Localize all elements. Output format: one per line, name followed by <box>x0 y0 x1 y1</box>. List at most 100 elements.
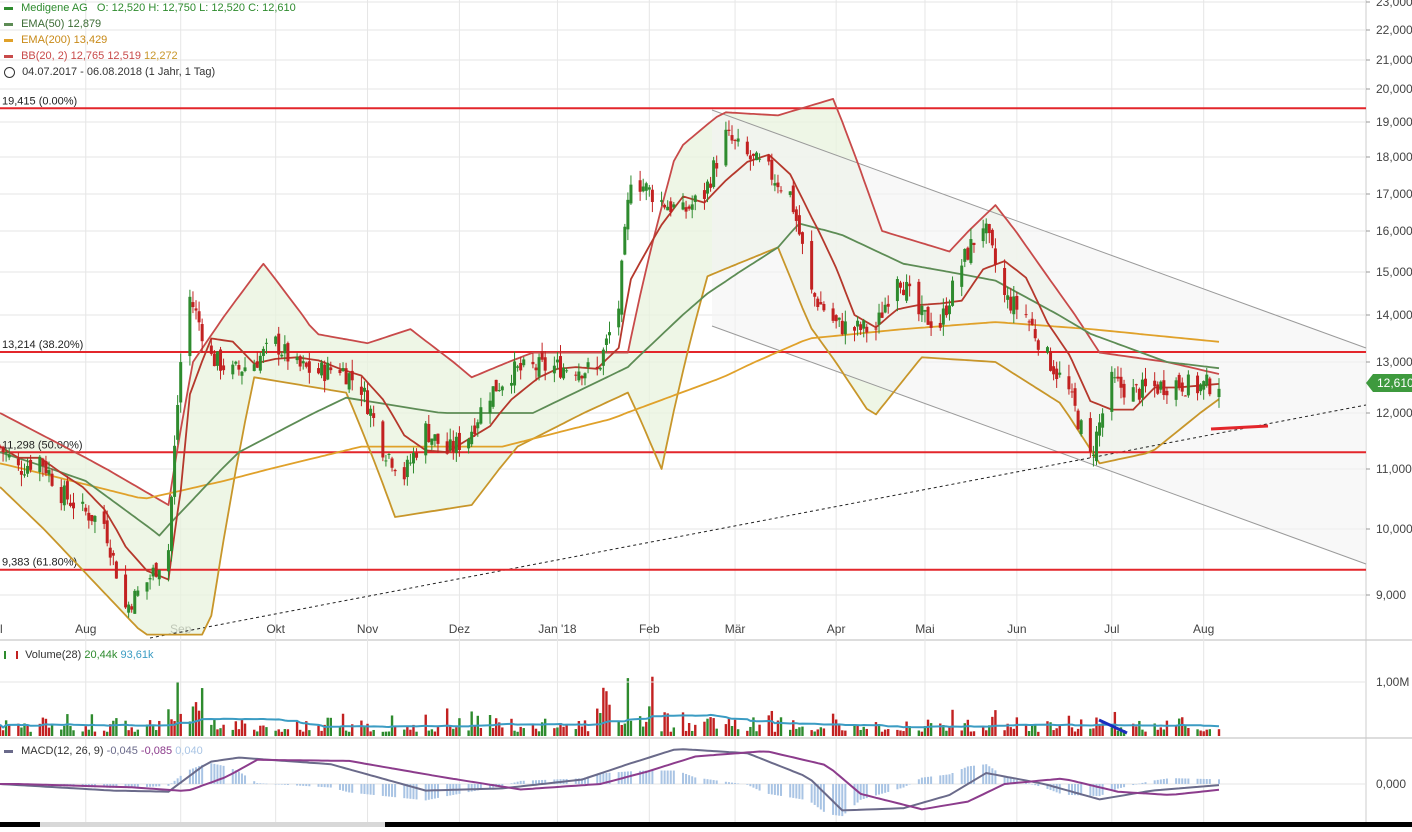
volume-bar <box>433 731 437 736</box>
volume-bar <box>534 728 538 736</box>
macd-hist-bar <box>899 784 902 789</box>
macd-hist-bar <box>323 784 326 788</box>
candle-body <box>1049 351 1053 371</box>
candle-body <box>813 293 817 297</box>
macd-hist-bar <box>409 784 412 799</box>
candle-body <box>166 550 170 572</box>
candle-body <box>433 434 437 441</box>
macd-hist-bar <box>216 764 219 784</box>
candle-body <box>448 439 452 451</box>
candle-body <box>133 590 137 614</box>
macd-hist-bar <box>942 775 945 784</box>
candle-body <box>650 189 654 203</box>
candle-body <box>497 389 501 391</box>
candle-body <box>938 322 942 328</box>
macd-hist-bar <box>685 773 688 784</box>
macd-hist-bar <box>602 773 605 784</box>
volume-legend: Volume(28) 20,44k 93,61k <box>4 648 154 662</box>
volume-bar <box>41 717 45 736</box>
volume-bar <box>1174 725 1178 736</box>
volume-bar <box>1153 723 1156 736</box>
macd-hist-bar <box>326 784 329 788</box>
volume-bar <box>1217 729 1221 736</box>
candle-body <box>984 223 988 234</box>
volume-bar <box>577 721 581 736</box>
volume-bar <box>44 718 48 736</box>
volume-bar <box>240 718 244 736</box>
volume-bar <box>351 724 354 736</box>
candle-body <box>1134 384 1138 386</box>
volume-bar <box>684 730 688 736</box>
macd-hist-bar <box>1067 784 1070 795</box>
macd-hist-bar <box>1202 778 1205 784</box>
macd-hist-bar <box>262 783 265 784</box>
volume-bar <box>151 725 155 736</box>
volume-bar <box>286 729 290 736</box>
volume-bar <box>467 730 470 736</box>
volume-bar <box>1049 722 1052 736</box>
volume-bar <box>715 728 718 736</box>
volume-bar <box>939 723 942 736</box>
macd-hist-bar <box>1098 784 1101 797</box>
volume-val1: 20,44k <box>84 649 118 662</box>
volume-bar <box>537 731 541 736</box>
volume-bar <box>1012 728 1015 736</box>
volume-bar <box>4 720 8 736</box>
legend-ema50-val: 12,879 <box>67 18 102 31</box>
macd-hist-bar <box>792 784 795 798</box>
volume-bar <box>951 709 954 736</box>
candle-body <box>237 365 241 370</box>
macd-hist-bar <box>467 784 470 793</box>
candle-body <box>908 283 912 287</box>
macd-hist-bar <box>345 784 348 792</box>
volume-bar <box>963 723 966 736</box>
macd-hist-bar <box>430 784 433 800</box>
volume-ma-line <box>0 713 1220 729</box>
macd-hist-bar <box>1153 780 1156 784</box>
volume-bar <box>1202 731 1205 736</box>
candle-body <box>1088 418 1092 452</box>
volume-bar <box>176 682 179 736</box>
candle-body <box>176 404 180 440</box>
volume-bar <box>155 730 158 736</box>
x-tick-label: l <box>0 622 3 636</box>
candle-body <box>1070 391 1074 393</box>
macd-hist-bar <box>795 784 798 799</box>
x-tick-label: Mär <box>725 622 746 636</box>
macd-hist-bar <box>1187 778 1190 784</box>
candle-body <box>145 582 149 592</box>
macd-hist-bar <box>130 784 133 788</box>
macd-hist-bar <box>789 784 792 798</box>
volume-bar <box>323 724 326 736</box>
candle-body <box>90 515 94 522</box>
macd-hist-bar <box>1116 784 1119 789</box>
macd-hist-bar <box>859 784 862 800</box>
x-tick-label: Dez <box>449 622 470 636</box>
macd-hist-bar <box>412 784 415 800</box>
candle-body <box>513 361 517 386</box>
volume-bar <box>902 731 905 736</box>
candle-body <box>350 370 354 381</box>
candle-body <box>1196 375 1200 394</box>
candle-body <box>1113 377 1117 379</box>
macd-hist-bar <box>381 784 384 796</box>
macd-hist-bar <box>991 768 994 784</box>
candle-body <box>72 502 76 509</box>
macd-hist-bar <box>348 784 351 793</box>
candle-body <box>240 371 244 376</box>
macd-hist-bar <box>369 784 372 795</box>
volume-bar <box>494 718 498 736</box>
macd-hist-bar <box>1009 778 1012 784</box>
candle-body <box>148 578 152 580</box>
macd-hist-bar <box>666 770 669 784</box>
macd-hist-bar <box>881 784 884 794</box>
candle-body <box>500 386 504 391</box>
volume-bar <box>629 720 633 736</box>
volume-bar <box>605 691 608 736</box>
candle-body <box>136 590 140 596</box>
volume-bar <box>455 727 458 736</box>
candle-body <box>4 452 8 454</box>
volume-val2: 93,61k <box>120 649 154 662</box>
candle-body <box>880 312 884 318</box>
